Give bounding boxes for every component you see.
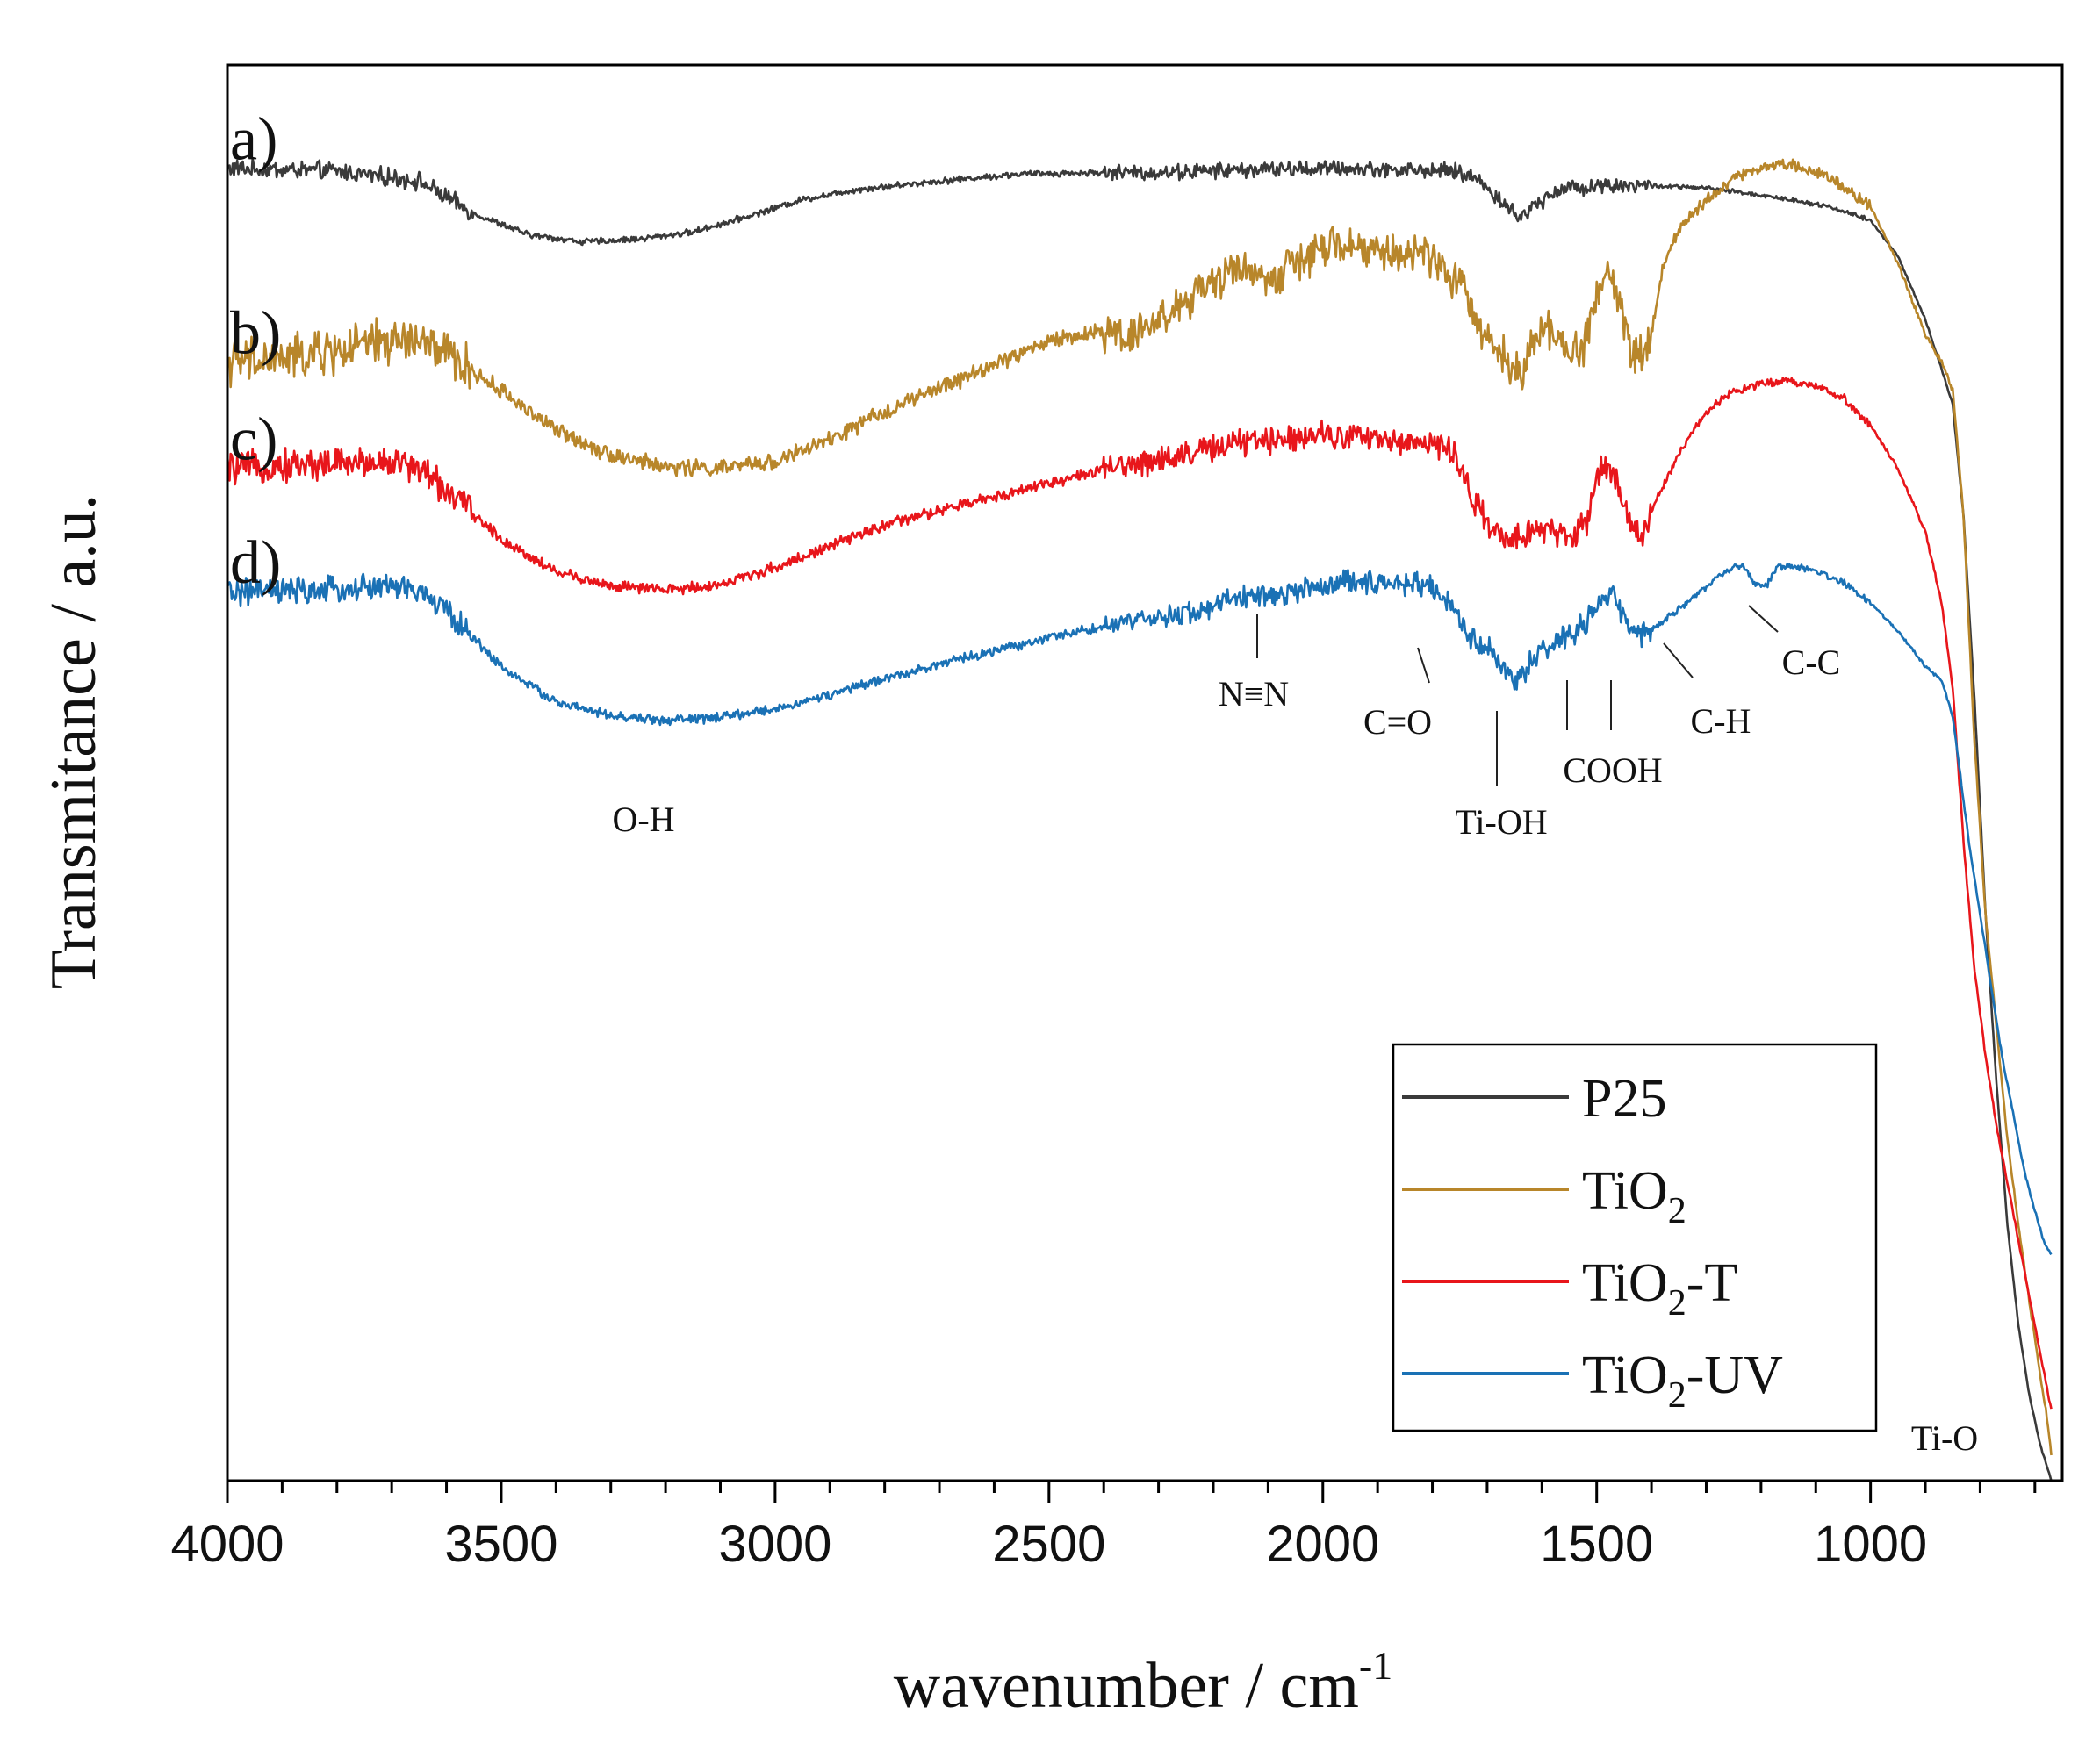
plot-frame [226, 63, 2064, 1482]
series-line-4 [226, 563, 2053, 1256]
x-tick-label-2000: 2000 [1266, 1516, 1379, 1573]
annotation-leader-7 [1748, 605, 1779, 633]
series-letter-4: d) [230, 529, 281, 597]
x-tick-label-1000: 1000 [1814, 1516, 1927, 1573]
x-axis-label-main: wavenumber / cm [894, 1650, 1359, 1722]
series-letter-1: a) [230, 106, 277, 174]
annotation-label-5: COOH [1563, 750, 1662, 790]
annotation-label-7: C-C [1782, 642, 1841, 682]
series-line-3 [226, 377, 2053, 1410]
annotation-leader-3 [1417, 647, 1430, 684]
annotation-label-4: Ti-OH [1455, 802, 1547, 842]
x-tick-label-2500: 2500 [992, 1516, 1105, 1573]
x-tick-label-3500: 3500 [444, 1516, 557, 1573]
x-axis-label: wavenumber / cm-1 [894, 1643, 1392, 1722]
y-axis-label: Transmitance / a.u. [38, 494, 110, 990]
legend-label-3: TiO2-T [1582, 1253, 1737, 1324]
series-letter-2: b) [230, 300, 281, 368]
x-tick-label-1500: 1500 [1540, 1516, 1653, 1573]
legend-label-4: TiO2-UV [1582, 1345, 1783, 1416]
series-line-2 [226, 158, 2053, 1456]
annotation-leader-6 [1663, 642, 1694, 678]
x-tick-label-4000: 4000 [170, 1516, 284, 1573]
x-axis-label-sup: -1 [1359, 1643, 1392, 1688]
annotation-label-6: C-H [1691, 701, 1751, 741]
annotation-label-8: Ti-O [1911, 1418, 1978, 1458]
legend-label-1: P25 [1582, 1069, 1666, 1129]
series-line-1 [226, 157, 2053, 1482]
legend-label-2: TiO2 [1582, 1161, 1686, 1231]
legend-box [1392, 1043, 1878, 1432]
annotation-label-2: N≡N [1219, 674, 1289, 714]
annotation-label-1: O-H [612, 800, 674, 839]
legend-layer: P25 TiO2 TiO2-T TiO2-UV [1392, 1043, 1878, 1432]
axis-layer: 4000 3500 3000 2500 2000 1500 1000 [170, 63, 2064, 1573]
annotation-label-3: C=O [1363, 702, 1432, 742]
series-letter-3: c) [230, 406, 277, 474]
annotation-layer: O-H N≡N C=O Ti-OH COOH C-H C-C Ti-O [612, 605, 1978, 1458]
x-tick-label-3000: 3000 [718, 1516, 831, 1573]
series-layer: a) b) c) d) [226, 106, 2053, 1482]
